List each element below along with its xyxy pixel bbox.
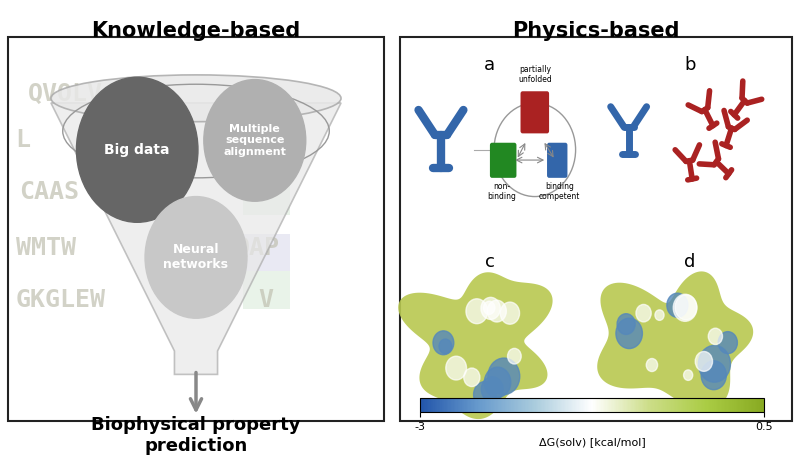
Circle shape xyxy=(708,328,722,344)
Circle shape xyxy=(655,310,664,321)
Circle shape xyxy=(617,314,635,335)
FancyBboxPatch shape xyxy=(243,271,290,309)
Circle shape xyxy=(667,293,688,317)
Circle shape xyxy=(482,377,503,402)
Circle shape xyxy=(145,197,247,318)
Circle shape xyxy=(674,294,697,322)
Polygon shape xyxy=(51,103,341,374)
Circle shape xyxy=(675,295,697,320)
X-axis label: ΔG(solv) [kcal/mol]: ΔG(solv) [kcal/mol] xyxy=(538,437,646,447)
Text: Multiple
sequence
alignment: Multiple sequence alignment xyxy=(223,124,286,157)
Text: b: b xyxy=(684,56,695,74)
Circle shape xyxy=(695,351,713,371)
Text: d: d xyxy=(684,253,695,271)
Text: a: a xyxy=(484,56,495,74)
Text: QAP: QAP xyxy=(235,236,280,260)
Text: QVOLV: QVOLV xyxy=(27,81,102,106)
Circle shape xyxy=(636,305,651,322)
Circle shape xyxy=(481,297,500,320)
Ellipse shape xyxy=(51,75,341,122)
Text: binding
competent: binding competent xyxy=(538,182,580,201)
Text: GKGLEW: GKGLEW xyxy=(16,287,106,312)
Circle shape xyxy=(616,318,642,349)
Circle shape xyxy=(483,301,495,314)
Text: Knowledge-based: Knowledge-based xyxy=(91,21,301,41)
Circle shape xyxy=(484,367,510,397)
Circle shape xyxy=(500,302,519,324)
Text: Neural
networks: Neural networks xyxy=(163,243,229,271)
FancyBboxPatch shape xyxy=(490,143,517,178)
Circle shape xyxy=(494,103,575,197)
Text: non-
binding: non- binding xyxy=(488,182,517,201)
Text: c: c xyxy=(485,253,495,271)
Circle shape xyxy=(646,358,658,372)
Circle shape xyxy=(446,356,466,380)
Text: WMTW: WMTW xyxy=(16,236,76,260)
Text: NY: NY xyxy=(243,180,273,204)
Text: ES: ES xyxy=(227,128,258,153)
Text: CAAS: CAAS xyxy=(19,180,79,204)
Text: Biophysical property
prediction: Biophysical property prediction xyxy=(91,416,301,454)
Polygon shape xyxy=(398,272,553,419)
FancyBboxPatch shape xyxy=(400,37,792,421)
Text: Physics-based: Physics-based xyxy=(512,21,680,41)
Circle shape xyxy=(507,348,522,364)
Text: L: L xyxy=(16,128,30,153)
Text: Big data: Big data xyxy=(105,143,170,157)
Circle shape xyxy=(698,345,730,382)
Polygon shape xyxy=(598,271,753,409)
Text: V: V xyxy=(258,287,274,312)
Circle shape xyxy=(204,80,306,201)
Circle shape xyxy=(701,361,726,390)
Circle shape xyxy=(683,370,693,380)
FancyBboxPatch shape xyxy=(521,91,549,133)
Circle shape xyxy=(487,300,506,322)
FancyBboxPatch shape xyxy=(8,37,384,421)
Circle shape xyxy=(464,368,480,387)
FancyBboxPatch shape xyxy=(243,178,290,215)
Circle shape xyxy=(439,339,452,354)
Circle shape xyxy=(433,331,454,355)
Text: G: G xyxy=(243,81,258,106)
Circle shape xyxy=(466,299,488,324)
FancyBboxPatch shape xyxy=(243,234,290,271)
Text: partially
unfolded: partially unfolded xyxy=(518,65,552,84)
Circle shape xyxy=(488,358,520,395)
Circle shape xyxy=(718,332,738,354)
FancyBboxPatch shape xyxy=(547,143,567,178)
Circle shape xyxy=(77,77,198,222)
Circle shape xyxy=(474,381,497,408)
